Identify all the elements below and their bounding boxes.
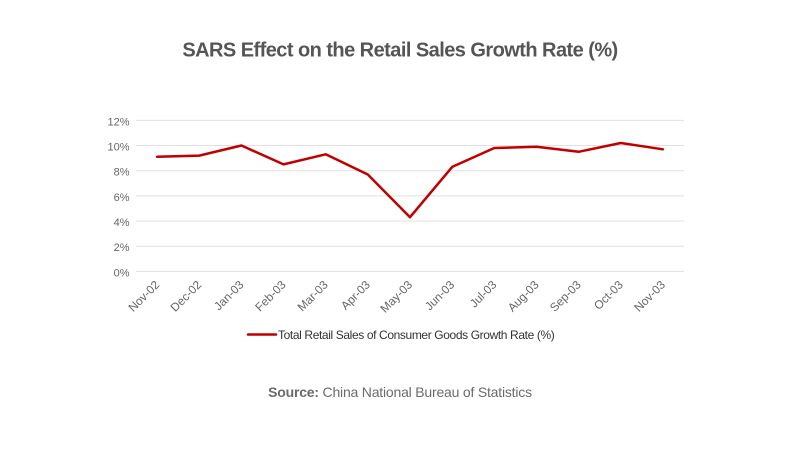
svg-text:Aug-03: Aug-03	[505, 277, 542, 314]
svg-text:2%: 2%	[114, 242, 130, 254]
svg-text:Nov-03: Nov-03	[631, 277, 668, 314]
svg-text:10%: 10%	[107, 142, 129, 154]
svg-text:Sep-03: Sep-03	[547, 277, 584, 314]
svg-text:Dec-02: Dec-02	[168, 278, 205, 315]
svg-text:8%: 8%	[114, 167, 130, 179]
svg-text:Total Retail Sales of Consumer: Total Retail Sales of Consumer Goods Gro…	[278, 328, 555, 342]
svg-text:Apr-03: Apr-03	[338, 277, 373, 312]
svg-text:Jun-03: Jun-03	[422, 277, 458, 313]
svg-text:Feb-03: Feb-03	[252, 277, 289, 314]
svg-text:6%: 6%	[114, 192, 130, 204]
svg-text:Oct-03: Oct-03	[591, 277, 626, 312]
svg-text:4%: 4%	[114, 217, 130, 229]
svg-text:12%: 12%	[107, 116, 129, 128]
svg-text:Jan-03: Jan-03	[211, 277, 247, 313]
svg-text:May-03: May-03	[377, 277, 415, 315]
svg-text:Jul-03: Jul-03	[467, 277, 500, 310]
svg-text:Source: China National Bureau: Source: China National Bureau of Statist…	[268, 384, 532, 400]
svg-text:Nov-02: Nov-02	[125, 278, 162, 315]
svg-text:0%: 0%	[114, 267, 130, 279]
svg-text:Mar-03: Mar-03	[294, 277, 331, 314]
svg-text:SARS Effect on the Retail Sale: SARS Effect on the Retail Sales Growth R…	[182, 40, 617, 62]
